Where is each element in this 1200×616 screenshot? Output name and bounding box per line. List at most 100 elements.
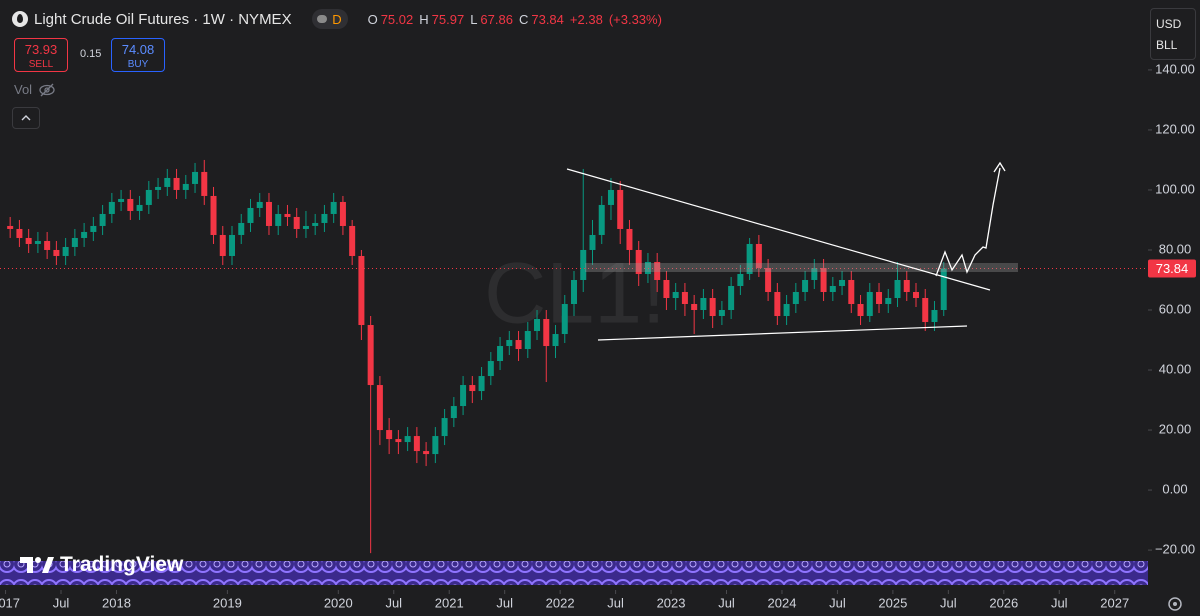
candles: [7, 159, 947, 554]
candle-body: [293, 216, 300, 229]
candle-body: [469, 385, 476, 392]
candle-body: [497, 346, 504, 362]
candle-body: [755, 243, 762, 268]
candle-body: [155, 186, 162, 190]
last-price-label: 73.84: [1156, 261, 1189, 276]
candle-body: [404, 436, 411, 443]
candle-body: [598, 204, 605, 235]
x-tick-label: Jul: [385, 595, 402, 610]
candle-body: [718, 310, 725, 317]
candle-body: [765, 267, 772, 292]
candle-body: [210, 195, 217, 235]
trendline-lower: [597, 325, 968, 341]
candle-body: [25, 237, 32, 244]
sell-price: 73.93: [24, 42, 58, 57]
x-tick-label: 2021: [435, 595, 464, 610]
buy-price: 74.08: [121, 42, 155, 57]
candle-body: [885, 298, 892, 305]
candle-body: [894, 279, 901, 299]
ohlc-value: 67.86: [480, 11, 513, 27]
y-tick-label: 140.00: [1155, 61, 1195, 76]
candle-body: [302, 225, 309, 229]
candle-body: [7, 225, 14, 229]
brand-logo: TradingView: [20, 553, 183, 577]
x-tick-label: 2027: [1100, 595, 1129, 610]
candle-body: [561, 304, 568, 335]
candle-body: [265, 201, 272, 226]
x-tick-label: Jul: [1051, 595, 1068, 610]
candle-body: [182, 183, 189, 190]
candle-body: [589, 234, 596, 250]
candle-body: [44, 240, 51, 250]
candle-body: [219, 234, 226, 256]
y-tick-label: 80.00: [1159, 241, 1192, 256]
unit-selector[interactable]: USD BLL: [1150, 8, 1196, 60]
candle-body: [876, 291, 883, 305]
arrow-head: [993, 161, 1006, 173]
y-tick-label: 60.00: [1159, 301, 1192, 316]
candle-body: [238, 222, 245, 235]
last-price-tag: [1148, 259, 1196, 278]
candle-body: [108, 201, 115, 214]
change: +2.38: [569, 11, 603, 27]
trendline-upper: [566, 168, 991, 291]
candle-body: [737, 273, 744, 286]
symbol-title[interactable]: Light Crude Oil Futures · 1W · NYMEX: [34, 10, 292, 28]
y-tick-label: 100.00: [1155, 181, 1195, 196]
candle-body: [34, 240, 41, 244]
settings-icon[interactable]: [1168, 597, 1182, 611]
candle-body: [358, 255, 365, 326]
collapse-button[interactable]: [12, 107, 40, 129]
candle-body: [635, 249, 642, 274]
sell-label: SELL: [28, 59, 54, 70]
candle-body: [478, 376, 485, 392]
candle-body: [922, 298, 929, 323]
candle-body: [700, 298, 707, 311]
y-tick-label: 0.00: [1162, 482, 1187, 497]
candle-body: [580, 249, 587, 280]
candle-body: [617, 189, 624, 229]
x-tick-label: Jul: [940, 595, 957, 610]
candle-body: [506, 340, 513, 347]
candle-body: [432, 436, 439, 455]
sell-button[interactable]: 73.93 SELL: [14, 38, 68, 72]
legend: Light Crude Oil Futures · 1W · NYMEX D O…: [12, 9, 665, 29]
x-tick-label: Jul: [829, 595, 846, 610]
candle-body: [284, 213, 291, 217]
candle-body: [940, 268, 947, 311]
symbol-icon: [12, 11, 28, 27]
y-tick-label: 40.00: [1159, 361, 1192, 376]
resistance-zone: [585, 263, 1018, 272]
candle-body: [413, 436, 420, 452]
candle-body: [99, 213, 106, 226]
candle-body: [247, 207, 254, 223]
x-tick-label: Jul: [496, 595, 513, 610]
ohlc-value: 75.02: [380, 11, 414, 27]
buy-label: BUY: [127, 59, 149, 70]
currency: USD: [1156, 17, 1182, 31]
candle-body: [607, 189, 614, 205]
candle-body: [931, 310, 938, 323]
y-tick-label: 120.00: [1155, 121, 1195, 136]
chevron-icon: [21, 115, 31, 121]
candle-body: [672, 291, 679, 299]
candle-body: [395, 439, 402, 443]
candle-body: [127, 198, 134, 211]
y-tick-label: 20.00: [1159, 421, 1192, 436]
candle-body: [912, 291, 919, 299]
candle-body: [173, 177, 180, 190]
candle-body: [450, 406, 457, 419]
candle-body: [552, 334, 559, 347]
candle-body: [201, 171, 208, 196]
candle-body: [192, 171, 199, 184]
change-pct: (+3.33%): [608, 11, 662, 27]
candle-body: [534, 319, 541, 332]
volume-indicator[interactable]: Vol: [14, 82, 56, 97]
interval-toggle[interactable]: D: [311, 9, 348, 29]
buy-button[interactable]: 74.08 BUY: [111, 38, 165, 72]
volume-label: Vol: [14, 82, 33, 97]
candle-body: [136, 204, 143, 211]
brand-icon: [20, 557, 54, 573]
candle-body: [229, 234, 236, 256]
